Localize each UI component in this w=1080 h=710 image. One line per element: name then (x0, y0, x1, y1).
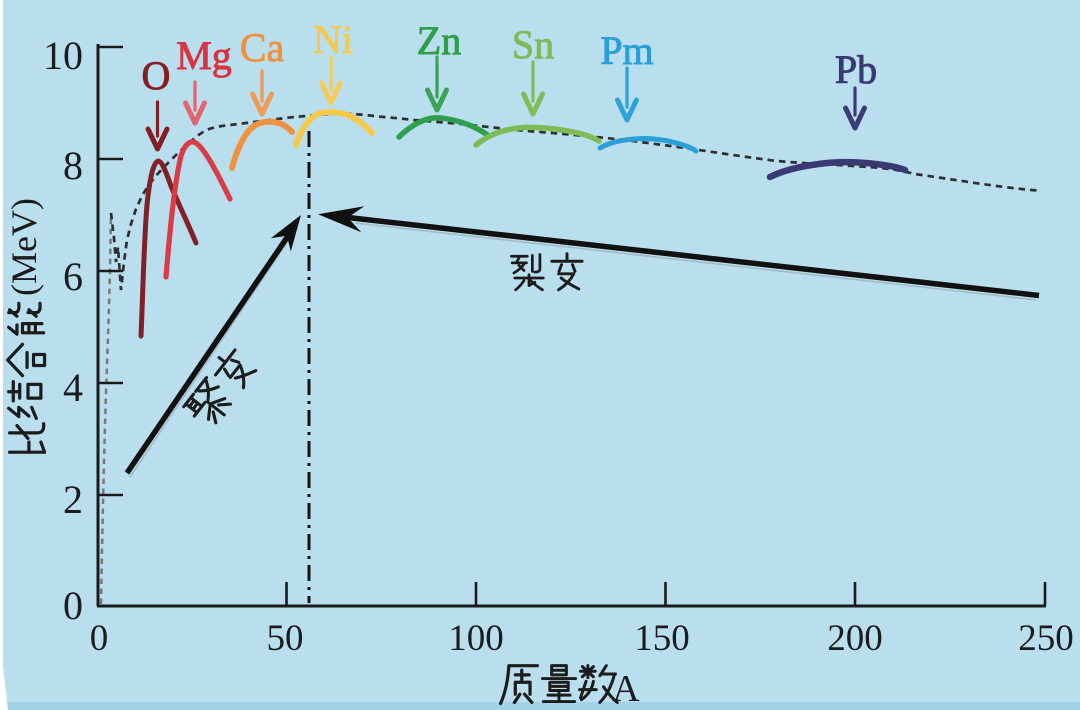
svg-text:(MeV): (MeV) (4, 198, 44, 296)
svg-text:Pm: Pm (600, 28, 653, 73)
svg-text:100: 100 (448, 618, 504, 659)
svg-text:10: 10 (43, 33, 83, 78)
svg-text:250: 250 (1018, 618, 1074, 659)
svg-text:150: 150 (634, 618, 690, 659)
svg-text:Sn: Sn (512, 22, 554, 67)
svg-text:A: A (612, 668, 640, 710)
svg-text:2: 2 (63, 477, 83, 522)
svg-text:Mg: Mg (176, 33, 232, 78)
svg-text:Ni: Ni (313, 17, 353, 62)
svg-text:Ca: Ca (240, 25, 285, 70)
svg-text:50: 50 (267, 618, 304, 659)
svg-text:200: 200 (827, 618, 883, 659)
svg-text:6: 6 (63, 254, 83, 299)
svg-text:0: 0 (90, 618, 109, 659)
svg-text:O: O (142, 53, 171, 98)
svg-text:0: 0 (63, 583, 83, 628)
svg-text:Pb: Pb (835, 47, 877, 92)
svg-text:4: 4 (63, 365, 83, 410)
svg-text:8: 8 (63, 143, 83, 188)
svg-text:Zn: Zn (417, 18, 461, 63)
